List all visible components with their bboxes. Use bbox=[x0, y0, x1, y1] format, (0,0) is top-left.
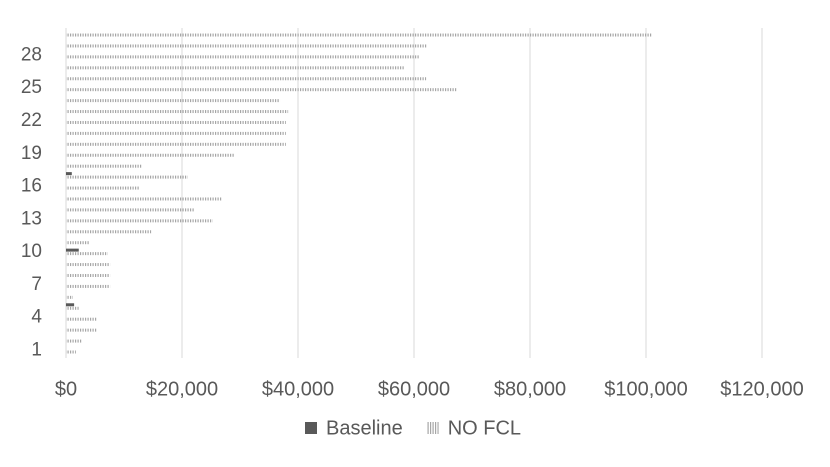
bar bbox=[66, 197, 223, 201]
y-tick-label: 4 bbox=[31, 307, 42, 328]
bar bbox=[66, 131, 286, 135]
y-tick-label: 1 bbox=[31, 340, 42, 361]
legend-label: Baseline bbox=[326, 417, 403, 439]
bar bbox=[66, 263, 111, 267]
bar bbox=[66, 303, 75, 307]
legend-swatch bbox=[426, 422, 439, 434]
bar bbox=[66, 77, 427, 81]
y-tick-label: 7 bbox=[31, 274, 42, 295]
y-tick-label: 22 bbox=[21, 110, 42, 131]
bar bbox=[66, 153, 235, 157]
bar bbox=[66, 55, 420, 59]
y-tick-label: 19 bbox=[21, 143, 42, 164]
bar bbox=[66, 186, 140, 190]
bar bbox=[66, 328, 97, 332]
y-tick-label: 16 bbox=[21, 176, 42, 197]
x-tick-label: $80,000 bbox=[494, 378, 566, 400]
x-tick-label: $60,000 bbox=[378, 378, 450, 400]
bar bbox=[66, 248, 79, 252]
x-tick-label: $0 bbox=[55, 378, 77, 400]
bar bbox=[66, 306, 79, 310]
bar bbox=[66, 175, 188, 179]
bar bbox=[66, 219, 213, 223]
x-tick-label: $20,000 bbox=[146, 378, 218, 400]
bar bbox=[66, 295, 73, 299]
bar bbox=[66, 208, 195, 212]
bar bbox=[66, 273, 111, 277]
bar bbox=[66, 99, 281, 103]
bar bbox=[66, 110, 289, 114]
bar bbox=[66, 230, 152, 234]
x-tick-label: $40,000 bbox=[262, 378, 334, 400]
y-tick-label: 10 bbox=[21, 241, 42, 262]
bar bbox=[66, 284, 111, 288]
bar bbox=[66, 164, 142, 168]
bar bbox=[66, 252, 108, 256]
y-tick-label: 28 bbox=[21, 44, 42, 65]
bar bbox=[66, 66, 405, 70]
bar bbox=[66, 33, 652, 37]
bar bbox=[66, 317, 97, 321]
legend-label: NO FCL bbox=[448, 417, 521, 439]
bar bbox=[66, 339, 83, 343]
bar bbox=[66, 88, 457, 92]
x-tick-label: $120,000 bbox=[720, 378, 803, 400]
bar bbox=[66, 120, 286, 124]
y-tick-label: 25 bbox=[21, 77, 42, 98]
bar bbox=[66, 350, 76, 354]
x-tick-label: $100,000 bbox=[604, 378, 687, 400]
bar bbox=[66, 172, 72, 176]
bar bbox=[66, 142, 286, 146]
bar bbox=[66, 241, 90, 245]
bar bbox=[66, 44, 427, 48]
legend-swatch bbox=[305, 422, 317, 434]
y-tick-label: 13 bbox=[21, 208, 42, 229]
